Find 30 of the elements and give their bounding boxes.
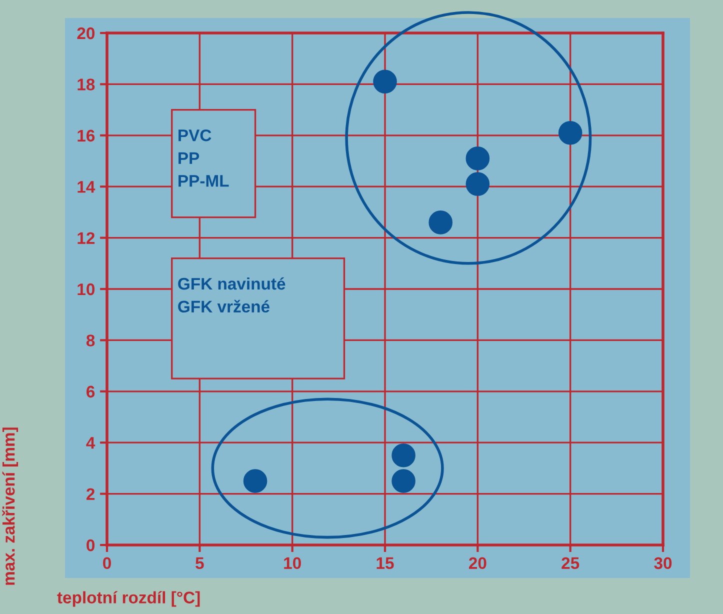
y-tick-label: 2 [86,488,95,500]
point [243,469,268,493]
x-tick-label: 25 [562,557,580,570]
x-tick-label: 0 [103,557,111,570]
point [466,146,490,170]
point [392,444,416,468]
x-tick-label: 10 [284,557,301,570]
point [558,120,582,145]
y-tick-label: 18 [78,78,95,90]
annotation: PVC PP PP-ML [178,129,229,187]
x-tick-label: 5 [196,557,204,570]
point [466,172,490,196]
y-tick-label: 12 [78,232,95,244]
y-tick-label: 20 [77,27,95,40]
point [392,469,416,493]
y-tick-label: 0 [86,539,95,552]
y-tick-label: 6 [86,386,95,398]
annotation: GFK navinuté GFK vržené [178,277,286,313]
y-tick-label: 10 [78,283,95,296]
y-tick-label: 14 [78,181,96,193]
y-axis-title: max. zakřivení [mm] [2,428,18,585]
point [428,210,452,234]
y-tick-label: 16 [78,130,95,142]
y-tick-label: 8 [86,334,95,346]
y-tick-label: 4 [86,437,96,449]
x-tick-label: 15 [376,557,394,570]
x-tick-label: 30 [654,557,672,570]
x-tick-label: 20 [468,557,486,570]
x-axis-title: teplotní rozdíl [°C] [57,591,200,607]
point [373,70,397,94]
